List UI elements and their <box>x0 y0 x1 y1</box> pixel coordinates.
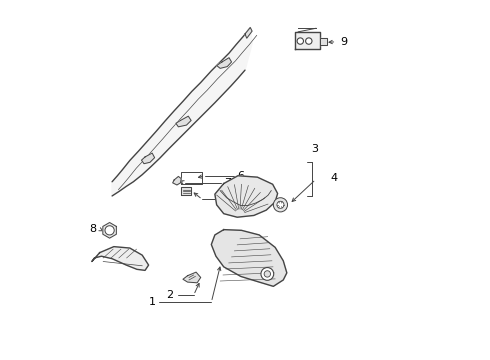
Circle shape <box>273 198 288 212</box>
Text: 7: 7 <box>224 178 232 188</box>
Polygon shape <box>142 153 155 164</box>
Text: 2: 2 <box>166 290 173 300</box>
Polygon shape <box>183 272 201 283</box>
Polygon shape <box>172 176 181 185</box>
Polygon shape <box>245 28 252 38</box>
Circle shape <box>297 38 303 44</box>
Polygon shape <box>181 187 191 195</box>
Text: 1: 1 <box>148 297 156 307</box>
Circle shape <box>277 201 284 208</box>
Circle shape <box>105 226 114 235</box>
Circle shape <box>264 271 270 277</box>
Polygon shape <box>92 247 148 270</box>
Polygon shape <box>176 116 191 127</box>
Circle shape <box>261 267 274 280</box>
Polygon shape <box>217 58 232 68</box>
Polygon shape <box>112 28 252 196</box>
Text: 9: 9 <box>341 37 347 47</box>
Text: 4: 4 <box>331 173 338 183</box>
Polygon shape <box>294 32 320 49</box>
Polygon shape <box>320 38 327 45</box>
Text: 3: 3 <box>312 144 318 154</box>
Polygon shape <box>103 222 116 238</box>
Text: 6: 6 <box>237 171 244 181</box>
Text: 8: 8 <box>90 224 97 234</box>
Circle shape <box>306 38 312 44</box>
Text: 5: 5 <box>219 194 226 204</box>
Polygon shape <box>211 230 287 286</box>
Polygon shape <box>215 176 278 217</box>
